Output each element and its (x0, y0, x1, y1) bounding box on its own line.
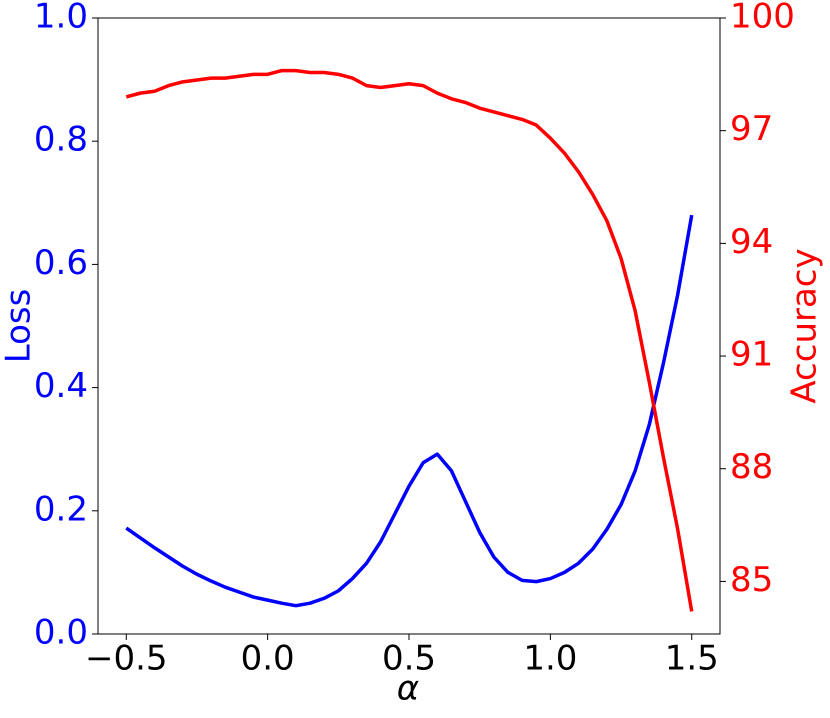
y2-tick-label: 97 (730, 109, 773, 149)
y2-tick-label: 88 (730, 447, 773, 487)
y-tick-label: 0.0 (34, 613, 88, 653)
y-tick-label: 1.0 (34, 0, 88, 37)
series-line (125, 68, 694, 612)
y-tick-label: 0.8 (34, 120, 88, 160)
x-tick-label: 1.0 (523, 639, 577, 679)
y-tick-label: 0.6 (34, 243, 88, 283)
y2-tick-label: 85 (730, 560, 773, 600)
y-axis-label: Loss (0, 289, 39, 364)
y-tick-label: 0.2 (34, 489, 88, 529)
x-tick-label: −0.5 (85, 639, 168, 679)
y2-tick-label: 91 (730, 335, 773, 375)
x-tick-label: 1.5 (665, 639, 719, 679)
x-tick-label: 0.0 (241, 639, 295, 679)
y2-axis-label: Accuracy (785, 248, 825, 403)
series-line (125, 214, 694, 608)
x-axis-label: α (397, 669, 419, 709)
plot-frame (97, 17, 721, 635)
y2-tick-label: 94 (730, 222, 773, 262)
x-tick-label: 0.5 (382, 639, 436, 679)
y2-tick-label: 100 (730, 0, 795, 37)
y-tick-label: 0.4 (34, 366, 88, 406)
